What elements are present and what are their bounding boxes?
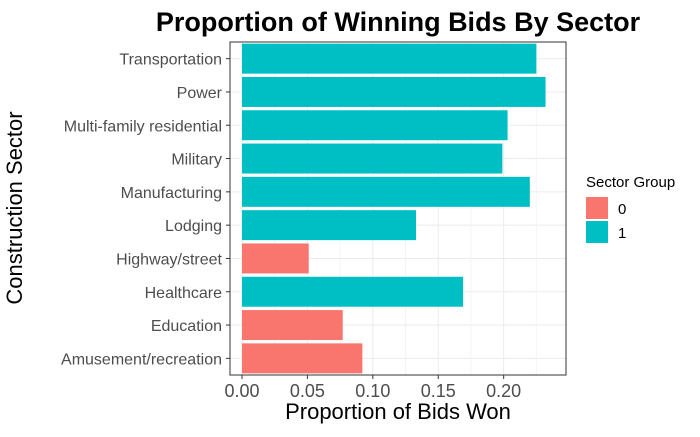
bar-power <box>242 76 546 107</box>
x-tick-label: 0.05 <box>290 381 325 401</box>
bar-highway-street <box>242 243 309 274</box>
x-axis-ticks: 0.00 0.05 0.10 0.15 0.20 <box>224 375 521 401</box>
plot-panel-border <box>229 41 567 376</box>
x-axis-label: Proportion of Bids Won <box>285 399 511 424</box>
legend-key-0 <box>586 197 608 219</box>
bar-lodging <box>242 210 417 241</box>
y-tick-label: Education <box>151 318 222 335</box>
y-tick-label: Multi-family residential <box>64 118 222 135</box>
y-axis-ticks: Transportation Power Multi-family resident… <box>61 52 230 368</box>
bars <box>242 43 546 374</box>
bar-manufacturing <box>242 176 530 207</box>
y-tick-label: Highway/street <box>116 251 222 268</box>
y-tick-label: Transportation <box>119 52 222 69</box>
x-tick-label: 0.15 <box>421 381 456 401</box>
bar-healthcare <box>242 276 464 307</box>
y-tick-label: Manufacturing <box>121 185 222 202</box>
y-tick-label: Lodging <box>165 218 222 235</box>
bar-education <box>242 310 343 341</box>
bar-multi-family-residential <box>242 110 508 141</box>
bar-amusement-recreation <box>242 343 363 374</box>
chart-title: Proportion of Winning Bids By Sector <box>156 7 641 37</box>
x-tick-label: 0.00 <box>224 381 259 401</box>
y-tick-label: Military <box>171 152 222 169</box>
bar-transportation <box>242 43 537 74</box>
bar-military <box>242 143 503 174</box>
legend-label-1: 1 <box>618 225 626 242</box>
legend-label-0: 0 <box>618 201 626 218</box>
y-tick-label: Power <box>177 85 223 102</box>
y-axis-label: Construction Sector <box>2 111 27 304</box>
y-tick-label: Healthcare <box>145 285 222 302</box>
legend-title: Sector Group <box>586 174 675 191</box>
y-tick-label: Amusement/recreation <box>61 351 222 368</box>
x-tick-label: 0.10 <box>355 381 390 401</box>
legend-key-1 <box>586 221 608 243</box>
x-tick-label: 0.20 <box>486 381 521 401</box>
legend: Sector Group 0 1 <box>586 174 675 243</box>
